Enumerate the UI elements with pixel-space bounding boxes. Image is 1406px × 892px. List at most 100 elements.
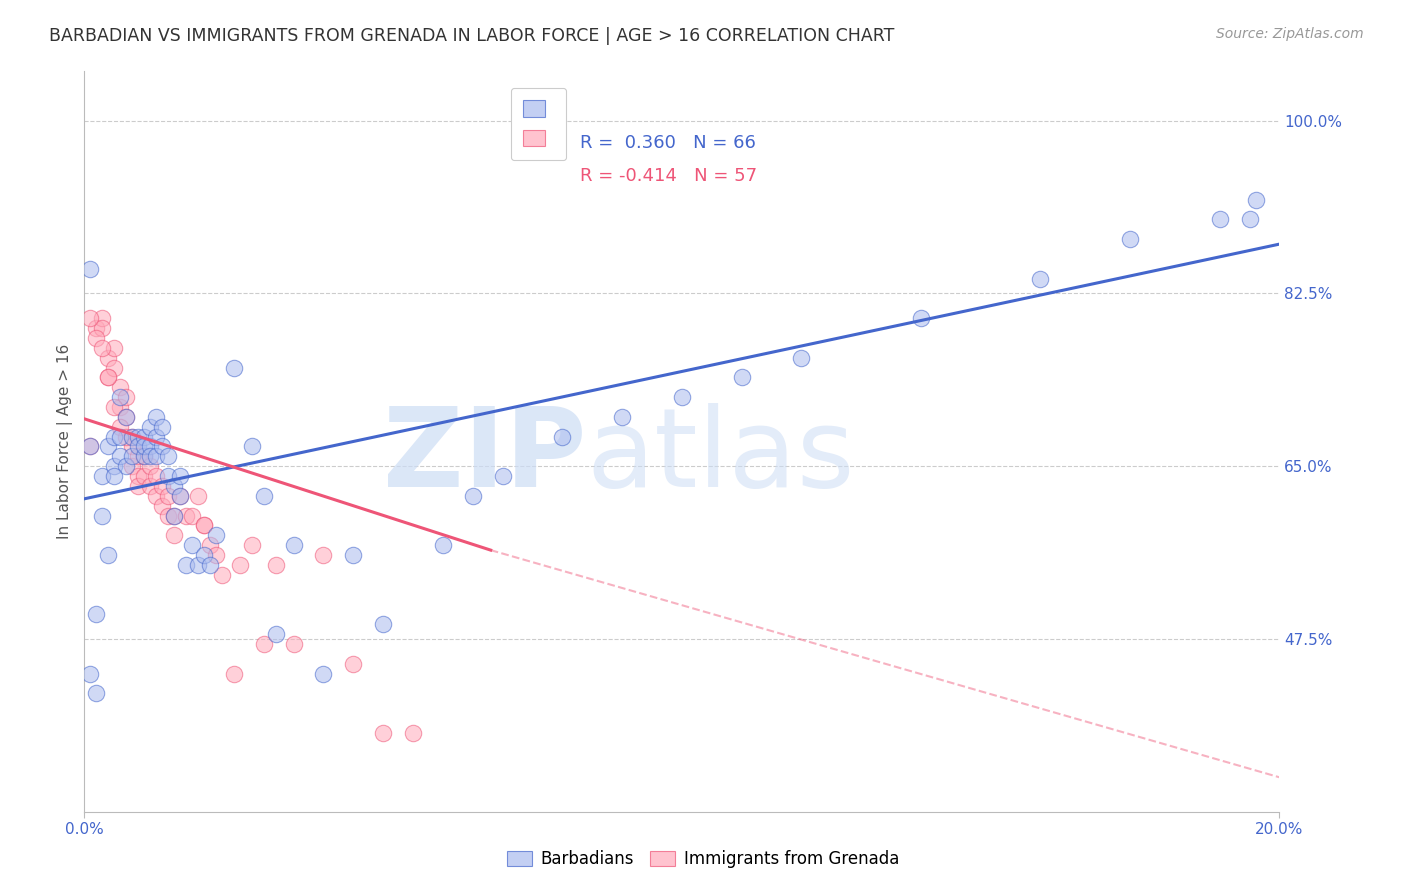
Point xyxy=(222,666,245,681)
Point xyxy=(145,450,167,464)
Point xyxy=(157,508,180,523)
Point xyxy=(132,429,156,443)
Point xyxy=(312,548,335,562)
Point xyxy=(132,450,156,464)
Point xyxy=(132,440,156,454)
Text: atlas: atlas xyxy=(586,403,855,510)
Point xyxy=(731,370,754,384)
Point xyxy=(1119,232,1142,246)
Point xyxy=(145,469,167,483)
Point xyxy=(115,459,138,474)
Point xyxy=(342,657,364,671)
Point xyxy=(103,341,125,355)
Point xyxy=(97,370,120,384)
Point xyxy=(240,440,263,454)
Y-axis label: In Labor Force | Age > 16: In Labor Force | Age > 16 xyxy=(58,344,73,539)
Point xyxy=(91,321,114,335)
Point xyxy=(342,548,364,562)
Point xyxy=(187,558,209,572)
Point xyxy=(91,311,114,326)
Legend: Barbadians, Immigrants from Grenada: Barbadians, Immigrants from Grenada xyxy=(501,844,905,875)
Point xyxy=(91,508,114,523)
Point xyxy=(110,390,132,404)
Point xyxy=(127,469,149,483)
Point xyxy=(115,409,138,424)
Point xyxy=(127,429,149,443)
Point xyxy=(432,538,454,552)
Point xyxy=(205,548,228,562)
Point xyxy=(79,261,101,276)
Point xyxy=(150,499,173,513)
Point xyxy=(1029,271,1052,285)
Point xyxy=(1244,193,1267,207)
Point xyxy=(181,508,204,523)
Point xyxy=(97,440,120,454)
Point xyxy=(110,450,132,464)
Point xyxy=(139,479,162,493)
Point xyxy=(150,479,173,493)
Point xyxy=(145,429,167,443)
Point xyxy=(86,321,108,335)
Point xyxy=(211,567,233,582)
Point xyxy=(402,725,425,739)
Point xyxy=(86,607,108,622)
Point xyxy=(253,489,276,503)
Point xyxy=(163,528,186,542)
Point xyxy=(97,548,120,562)
Point xyxy=(1209,212,1232,227)
Point xyxy=(121,459,143,474)
Point xyxy=(157,489,180,503)
Point xyxy=(264,627,287,641)
Point xyxy=(312,666,335,681)
Point xyxy=(91,469,114,483)
Text: R = -0.414   N = 57: R = -0.414 N = 57 xyxy=(579,167,756,185)
Point xyxy=(145,409,167,424)
Point xyxy=(127,450,149,464)
Point xyxy=(103,459,125,474)
Point xyxy=(174,508,197,523)
Point xyxy=(103,429,125,443)
Point xyxy=(283,538,305,552)
Point xyxy=(198,538,221,552)
Point xyxy=(115,429,138,443)
Point xyxy=(110,429,132,443)
Text: Source: ZipAtlas.com: Source: ZipAtlas.com xyxy=(1216,27,1364,41)
Point xyxy=(253,637,276,651)
Point xyxy=(193,518,215,533)
Point xyxy=(187,489,209,503)
Point xyxy=(132,450,156,464)
Point xyxy=(97,351,120,365)
Point xyxy=(205,528,228,542)
Text: BARBADIAN VS IMMIGRANTS FROM GRENADA IN LABOR FORCE | AGE > 16 CORRELATION CHART: BARBADIAN VS IMMIGRANTS FROM GRENADA IN … xyxy=(49,27,894,45)
Point xyxy=(103,360,125,375)
Point xyxy=(163,508,186,523)
Point xyxy=(121,429,143,443)
Point xyxy=(132,469,156,483)
Point xyxy=(139,419,162,434)
Point xyxy=(103,400,125,414)
Point xyxy=(157,450,180,464)
Point xyxy=(671,390,693,404)
Point xyxy=(79,440,101,454)
Point xyxy=(110,400,132,414)
Point xyxy=(139,440,162,454)
Point xyxy=(461,489,484,503)
Point xyxy=(157,469,180,483)
Point xyxy=(373,725,395,739)
Point xyxy=(127,479,149,493)
Point xyxy=(198,558,221,572)
Text: R =  0.360   N = 66: R = 0.360 N = 66 xyxy=(579,134,755,152)
Legend: , : , xyxy=(510,87,567,161)
Point xyxy=(103,469,125,483)
Point xyxy=(373,617,395,632)
Point xyxy=(163,479,186,493)
Point xyxy=(612,409,634,424)
Point xyxy=(240,538,263,552)
Point xyxy=(150,440,173,454)
Point xyxy=(1239,212,1261,227)
Point xyxy=(115,390,138,404)
Point xyxy=(79,440,101,454)
Point xyxy=(181,538,204,552)
Point xyxy=(127,440,149,454)
Point xyxy=(228,558,252,572)
